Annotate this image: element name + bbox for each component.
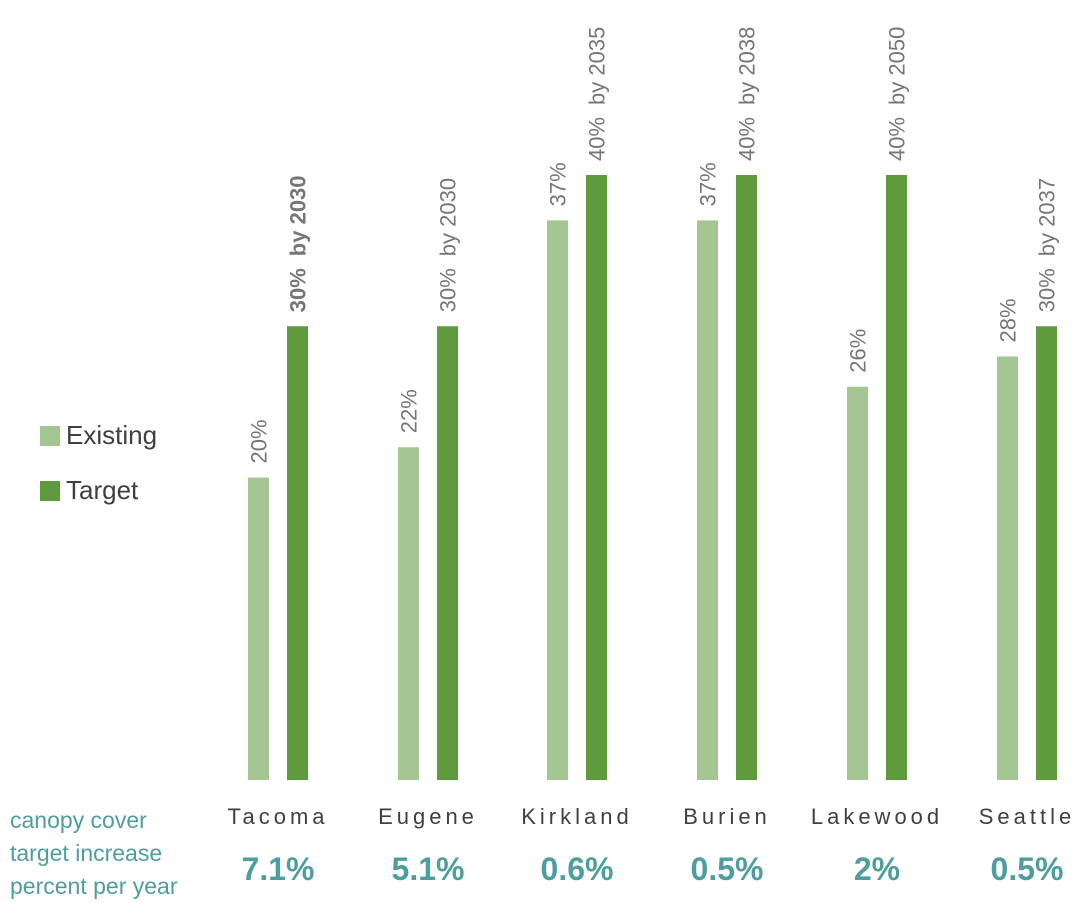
bar-existing-seattle bbox=[997, 356, 1018, 780]
bar-label-target-burien: 40% by 2038 bbox=[735, 27, 760, 161]
bar-label-existing-tacoma: 20% bbox=[247, 419, 272, 463]
footnote-line-1: canopy cover bbox=[10, 807, 147, 833]
bar-existing-tacoma bbox=[248, 477, 269, 780]
increase-value-lakewood: 2% bbox=[854, 851, 900, 887]
increase-value-tacoma: 7.1% bbox=[242, 851, 315, 887]
bar-target-seattle bbox=[1036, 326, 1057, 780]
bar-label-existing-lakewood: 26% bbox=[846, 329, 871, 373]
bar-label-target-pct-tacoma: 30% bbox=[286, 268, 311, 312]
category-label-tacoma: Tacoma bbox=[227, 804, 328, 829]
increase-value-eugene: 5.1% bbox=[392, 851, 465, 887]
bar-existing-burien bbox=[697, 220, 718, 780]
legend-swatch-target bbox=[40, 480, 60, 501]
increase-value-burien: 0.5% bbox=[691, 851, 764, 887]
footnote-line-2: target increase bbox=[10, 840, 163, 866]
category-label-kirkland: Kirkland bbox=[521, 804, 632, 829]
legend-target: Target bbox=[40, 475, 138, 506]
bar-target-kirkland bbox=[586, 175, 607, 780]
bar-target-eugene bbox=[437, 326, 458, 780]
bar-label-existing-seattle: 28% bbox=[996, 298, 1021, 342]
bar-existing-eugene bbox=[398, 447, 419, 780]
bar-label-target-pct-eugene: 30% bbox=[436, 268, 461, 312]
bar-label-target-year-tacoma: by 2030 bbox=[286, 175, 311, 256]
bar-label-target-lakewood: 40% by 2050 bbox=[885, 27, 910, 161]
bar-label-existing-eugene: 22% bbox=[397, 389, 422, 433]
bar-label-target-pct-lakewood: 40% bbox=[885, 117, 910, 161]
bar-label-target-pct-seattle: 30% bbox=[1035, 268, 1060, 312]
bar-target-burien bbox=[736, 175, 757, 780]
bar-label-target-year-lakewood: by 2050 bbox=[885, 27, 910, 105]
category-label-seattle: Seattle bbox=[979, 804, 1076, 829]
legend-existing: Existing bbox=[40, 420, 157, 451]
footnote: canopy cover target increase percent per… bbox=[10, 804, 177, 903]
category-label-eugene: Eugene bbox=[378, 804, 478, 829]
bar-label-existing-kirkland: 37% bbox=[546, 162, 571, 206]
legend-label-target: Target bbox=[66, 475, 139, 505]
bar-label-target-eugene: 30% by 2030 bbox=[436, 178, 461, 312]
legend-swatch-existing bbox=[40, 425, 60, 446]
bar-label-target-year-kirkland: by 2035 bbox=[585, 27, 610, 105]
bar-label-target-kirkland: 40% by 2035 bbox=[585, 27, 610, 161]
bar-label-target-tacoma: 30% by 2030 bbox=[286, 175, 311, 312]
bar-label-target-year-burien: by 2038 bbox=[735, 27, 760, 105]
increase-value-seattle: 0.5% bbox=[991, 851, 1064, 887]
bar-label-existing-burien: 37% bbox=[696, 162, 721, 206]
bar-target-lakewood bbox=[886, 175, 907, 780]
bar-label-target-year-seattle: by 2037 bbox=[1035, 178, 1060, 256]
category-label-burien: Burien bbox=[683, 804, 771, 829]
legend-label-existing: Existing bbox=[66, 420, 158, 450]
bar-label-target-year-eugene: by 2030 bbox=[436, 178, 461, 256]
bar-label-target-pct-kirkland: 40% bbox=[585, 117, 610, 161]
bar-existing-kirkland bbox=[547, 220, 568, 780]
bar-existing-lakewood bbox=[847, 386, 868, 780]
bar-target-tacoma bbox=[287, 326, 308, 780]
bar-label-target-seattle: 30% by 2037 bbox=[1035, 178, 1060, 312]
category-label-lakewood: Lakewood bbox=[811, 804, 943, 829]
footnote-line-3: percent per year bbox=[10, 873, 178, 899]
bar-label-target-pct-burien: 40% bbox=[735, 117, 760, 161]
increase-value-kirkland: 0.6% bbox=[541, 851, 614, 887]
